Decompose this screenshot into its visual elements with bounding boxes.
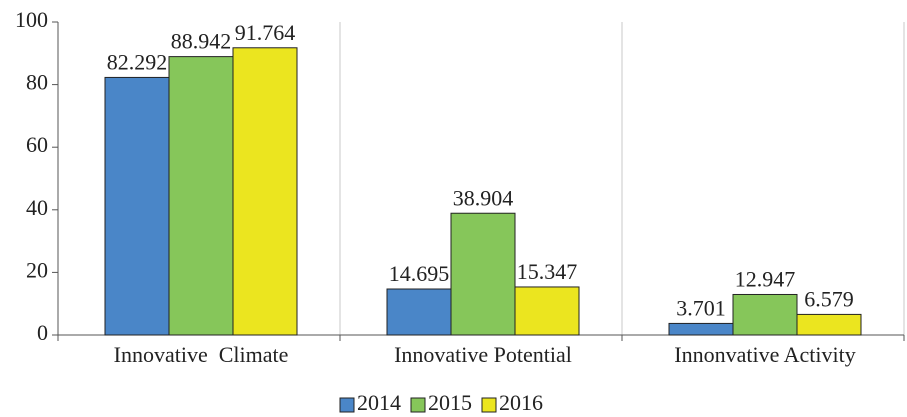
y-tick-label: 60 [26,132,48,157]
value-label: 3.701 [676,295,726,320]
legend-swatch [410,397,426,413]
legend-swatch [339,397,355,413]
x-tick-label: Innovative Climate [114,342,289,367]
x-tick-label: Innonvative Activity [674,342,855,367]
x-tick-label: Innovative Potential [394,342,572,367]
bar [232,47,298,336]
bar [668,322,734,336]
value-label: 38.904 [453,185,514,210]
value-label: 91.764 [235,20,296,45]
bar [450,212,516,336]
y-tick-label: 100 [15,7,48,32]
y-tick-label: 20 [26,257,48,282]
y-tick-label: 80 [26,70,48,95]
bar [796,313,862,336]
value-label: 12.947 [735,267,796,292]
value-label: 14.695 [389,261,450,286]
value-label: 82.292 [107,49,168,74]
y-tick-label: 40 [26,195,48,220]
legend-label: 2016 [499,390,543,415]
legend-label: 2014 [357,390,401,415]
legend-swatch [481,397,497,413]
bar [104,76,170,336]
value-label: 15.347 [517,259,578,284]
legend-label: 2015 [428,390,472,415]
bar [386,288,452,336]
value-label: 88.942 [171,29,232,54]
y-tick-label: 0 [37,320,48,345]
bar [732,293,798,336]
bar [514,286,580,336]
bar [168,56,234,336]
value-label: 6.579 [804,286,854,311]
